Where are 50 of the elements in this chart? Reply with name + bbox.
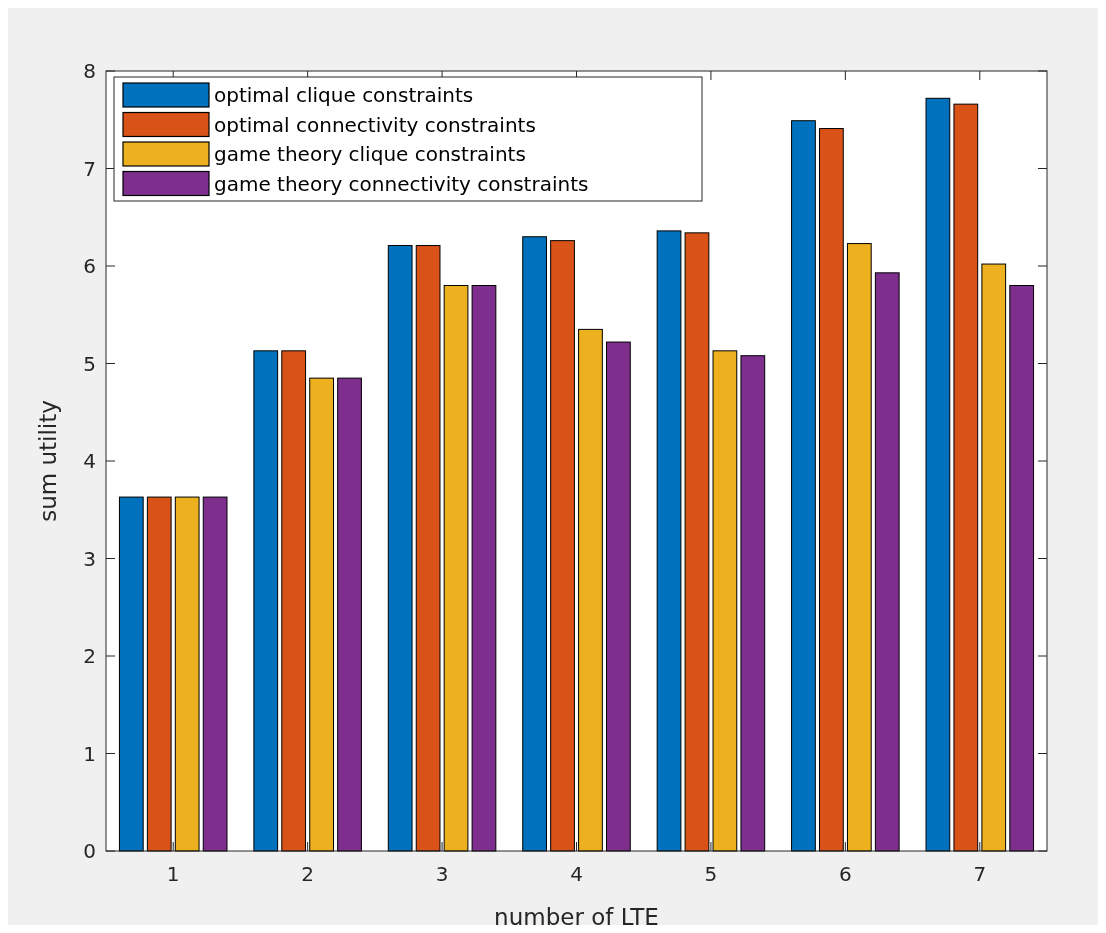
bar <box>846 243 872 852</box>
bar <box>1009 285 1035 852</box>
bar <box>118 496 144 852</box>
y-tick-label: 5 <box>83 351 96 376</box>
legend-label: optimal clique constraints <box>214 83 474 107</box>
y-tick-label: 6 <box>83 254 96 278</box>
y-axis-title: sum utility <box>35 400 61 522</box>
bar <box>819 128 844 852</box>
bar <box>253 350 279 852</box>
bar <box>550 240 575 852</box>
y-tick-label: 1 <box>83 741 96 766</box>
x-tick-label: 3 <box>435 862 449 886</box>
bar <box>712 350 738 852</box>
x-tick-label: 1 <box>166 862 180 886</box>
x-tick-label: 5 <box>704 862 718 886</box>
bar <box>740 355 766 852</box>
bar <box>522 236 547 852</box>
legend-label: game theory clique constraints <box>214 142 526 166</box>
bar <box>174 496 200 852</box>
y-tick-label: 2 <box>83 644 96 668</box>
bar <box>387 245 413 852</box>
bar <box>953 103 979 852</box>
y-tick-label: 7 <box>83 156 96 181</box>
bar <box>415 245 441 852</box>
bar <box>202 496 228 852</box>
bar <box>925 97 951 852</box>
x-tick-label: 6 <box>838 862 852 886</box>
bar <box>578 328 603 852</box>
bar <box>606 341 631 852</box>
x-axis-title: number of LTE <box>494 904 659 930</box>
x-tick-label: 4 <box>570 862 583 886</box>
x-tick-label: 2 <box>301 862 315 886</box>
bar <box>309 377 334 852</box>
bar <box>471 285 497 852</box>
bar <box>337 377 362 852</box>
y-tick-label: 4 <box>83 449 96 473</box>
bar <box>443 285 469 852</box>
bar <box>656 230 682 852</box>
bar <box>981 263 1007 852</box>
x-tick-label: 7 <box>973 862 987 886</box>
legend-label: game theory connectivity constraints <box>214 171 589 196</box>
y-tick-label: 8 <box>83 59 96 83</box>
bar <box>874 272 900 852</box>
bar <box>791 120 816 852</box>
bar <box>684 232 710 852</box>
bar <box>146 496 172 852</box>
legend-label: optimal connectivity constraints <box>214 112 536 137</box>
y-tick-label: 3 <box>83 546 96 571</box>
y-tick-label: 0 <box>83 839 96 863</box>
bar <box>281 350 307 852</box>
